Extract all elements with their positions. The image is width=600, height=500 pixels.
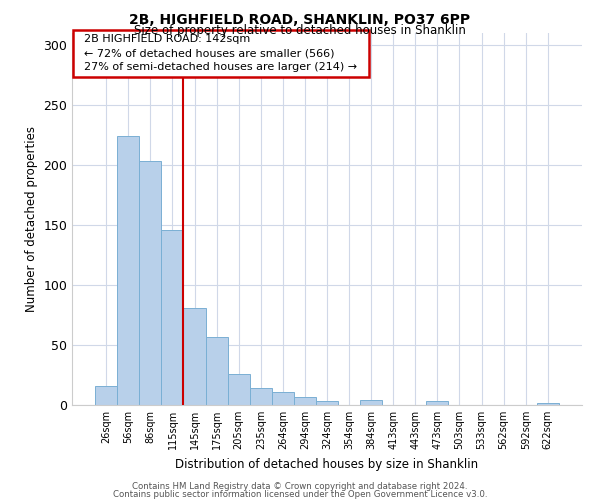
Text: 2B, HIGHFIELD ROAD, SHANKLIN, PO37 6PP: 2B, HIGHFIELD ROAD, SHANKLIN, PO37 6PP	[130, 12, 470, 26]
Text: Contains public sector information licensed under the Open Government Licence v3: Contains public sector information licen…	[113, 490, 487, 499]
X-axis label: Distribution of detached houses by size in Shanklin: Distribution of detached houses by size …	[175, 458, 479, 470]
Bar	[537, 402, 559, 405]
Text: 2B HIGHFIELD ROAD: 142sqm  
  ← 72% of detached houses are smaller (566)  
  27%: 2B HIGHFIELD ROAD: 142sqm ← 72% of detac…	[77, 34, 364, 72]
Bar	[161, 230, 184, 405]
Bar	[95, 386, 117, 405]
Bar	[427, 402, 448, 405]
Bar	[227, 374, 250, 405]
Bar	[272, 392, 294, 405]
Y-axis label: Number of detached properties: Number of detached properties	[25, 126, 38, 312]
Bar	[250, 388, 272, 405]
Bar	[206, 336, 227, 405]
Bar	[139, 161, 161, 405]
Bar	[294, 396, 316, 405]
Bar	[117, 136, 139, 405]
Text: Contains HM Land Registry data © Crown copyright and database right 2024.: Contains HM Land Registry data © Crown c…	[132, 482, 468, 491]
Bar	[184, 308, 206, 405]
Bar	[360, 400, 382, 405]
Bar	[316, 402, 338, 405]
Text: Size of property relative to detached houses in Shanklin: Size of property relative to detached ho…	[134, 24, 466, 37]
